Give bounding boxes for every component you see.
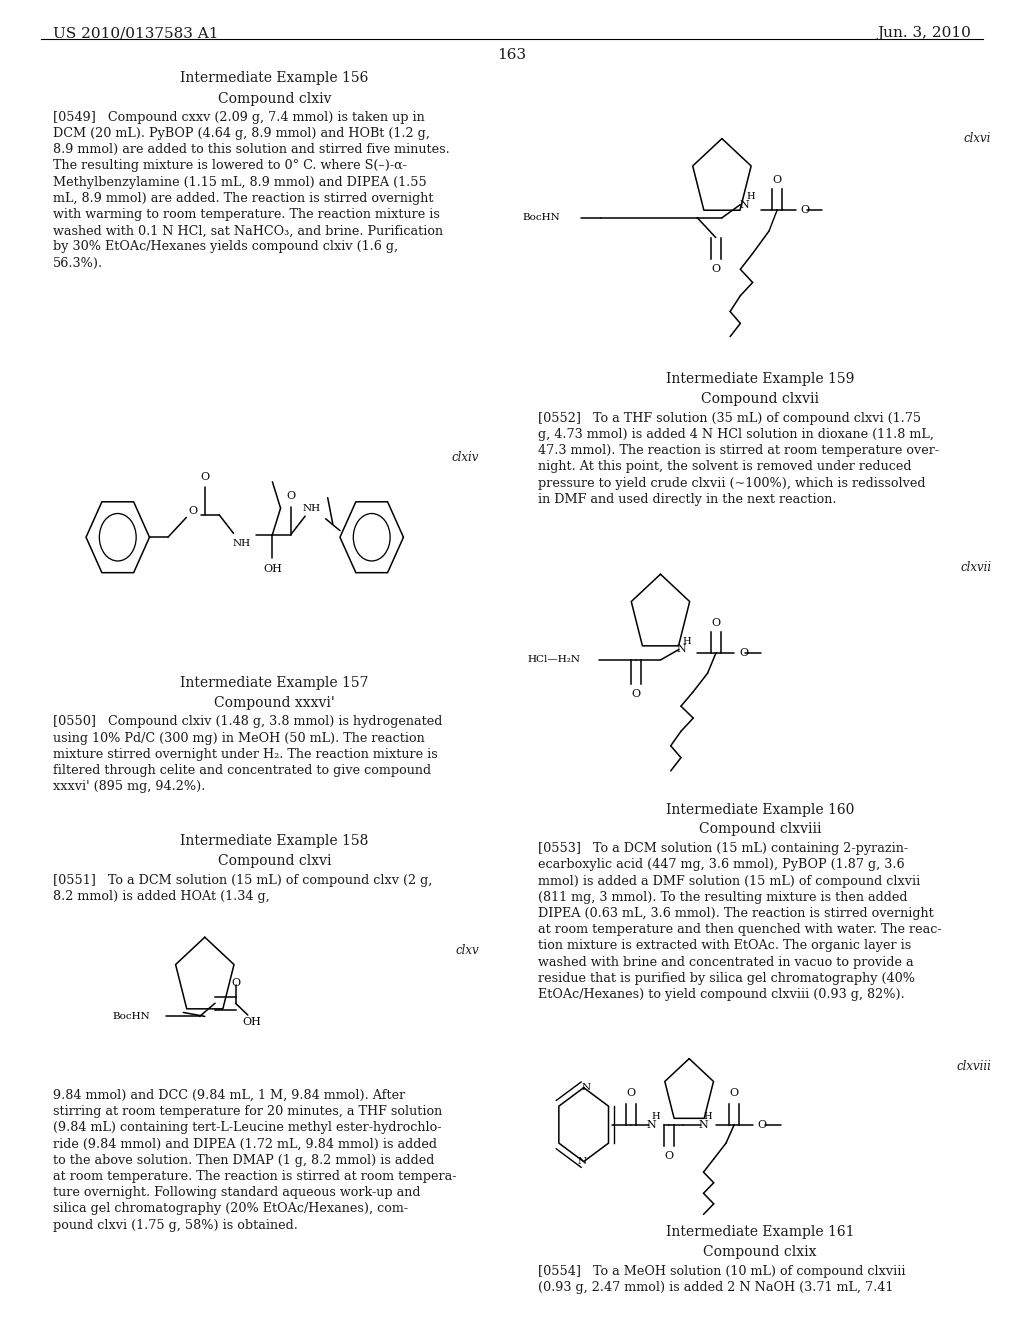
Text: Compound clxiv: Compound clxiv <box>218 92 331 107</box>
Text: Compound clxix: Compound clxix <box>703 1245 816 1259</box>
Text: Compound clxvi: Compound clxvi <box>218 854 331 869</box>
Text: H: H <box>703 1113 712 1121</box>
Text: O: O <box>231 978 240 989</box>
Text: O: O <box>801 205 810 215</box>
Text: H: H <box>651 1113 659 1121</box>
Text: N: N <box>676 644 686 655</box>
Text: NH: NH <box>232 540 251 548</box>
Text: Compound xxxvi': Compound xxxvi' <box>214 696 335 710</box>
Text: N: N <box>739 199 750 210</box>
Text: 9.84 mmol) and DCC (9.84 mL, 1 M, 9.84 mmol). After
stirring at room temperature: 9.84 mmol) and DCC (9.84 mL, 1 M, 9.84 m… <box>53 1089 457 1232</box>
Text: N: N <box>578 1158 586 1166</box>
Text: O: O <box>712 264 720 275</box>
Text: [0554]   To a MeOH solution (10 mL) of compound clxviii
(0.93 g, 2.47 mmol) is a: [0554] To a MeOH solution (10 mL) of com… <box>538 1265 905 1294</box>
Text: O: O <box>758 1119 767 1130</box>
Text: Intermediate Example 156: Intermediate Example 156 <box>180 71 369 86</box>
Text: BocHN: BocHN <box>113 1012 151 1020</box>
Text: NH: NH <box>302 504 321 512</box>
Text: [0552]   To a THF solution (35 mL) of compound clxvi (1.75
g, 4.73 mmol) is adde: [0552] To a THF solution (35 mL) of comp… <box>538 412 939 506</box>
Text: clxiv: clxiv <box>452 451 479 465</box>
Text: BocHN: BocHN <box>522 214 560 222</box>
Text: O: O <box>201 471 209 482</box>
Text: N: N <box>582 1084 590 1092</box>
Text: Jun. 3, 2010: Jun. 3, 2010 <box>877 26 971 41</box>
Text: Intermediate Example 160: Intermediate Example 160 <box>666 803 854 817</box>
Text: O: O <box>773 174 781 185</box>
Text: O: O <box>665 1151 673 1162</box>
Text: N: N <box>698 1119 709 1130</box>
Text: OH: OH <box>263 564 282 574</box>
Text: Compound clxviii: Compound clxviii <box>698 822 821 837</box>
Text: O: O <box>627 1088 635 1098</box>
Text: O: O <box>632 689 640 700</box>
Text: H: H <box>683 638 691 645</box>
Text: Intermediate Example 158: Intermediate Example 158 <box>180 834 369 849</box>
Text: clxvii: clxvii <box>961 561 991 574</box>
Text: Intermediate Example 159: Intermediate Example 159 <box>666 372 854 387</box>
Text: Compound clxvii: Compound clxvii <box>700 392 819 407</box>
Text: H: H <box>746 193 755 201</box>
Text: O: O <box>188 506 197 516</box>
Text: [0550]   Compound clxiv (1.48 g, 3.8 mmol) is hydrogenated
using 10% Pd/C (300 m: [0550] Compound clxiv (1.48 g, 3.8 mmol)… <box>53 715 442 793</box>
Text: Intermediate Example 157: Intermediate Example 157 <box>180 676 369 690</box>
Text: O: O <box>739 648 749 659</box>
Text: O: O <box>712 618 720 628</box>
Text: HCl—H₂N: HCl—H₂N <box>527 656 581 664</box>
Text: 163: 163 <box>498 48 526 62</box>
Text: OH: OH <box>243 1016 261 1027</box>
Text: [0551]   To a DCM solution (15 mL) of compound clxv (2 g,
8.2 mmol) is added HOA: [0551] To a DCM solution (15 mL) of comp… <box>53 874 432 903</box>
Text: N: N <box>646 1119 656 1130</box>
Text: US 2010/0137583 A1: US 2010/0137583 A1 <box>53 26 219 41</box>
Text: clxv: clxv <box>456 944 479 957</box>
Text: clxvi: clxvi <box>964 132 991 145</box>
Text: clxviii: clxviii <box>956 1060 991 1073</box>
Text: [0553]   To a DCM solution (15 mL) containing 2-pyrazin-
ecarboxylic acid (447 m: [0553] To a DCM solution (15 mL) contain… <box>538 842 941 1001</box>
Text: O: O <box>287 491 295 502</box>
Text: Intermediate Example 161: Intermediate Example 161 <box>666 1225 854 1239</box>
Text: O: O <box>730 1088 738 1098</box>
Text: [0549]   Compound cxxv (2.09 g, 7.4 mmol) is taken up in
DCM (20 mL). PyBOP (4.6: [0549] Compound cxxv (2.09 g, 7.4 mmol) … <box>53 111 450 269</box>
